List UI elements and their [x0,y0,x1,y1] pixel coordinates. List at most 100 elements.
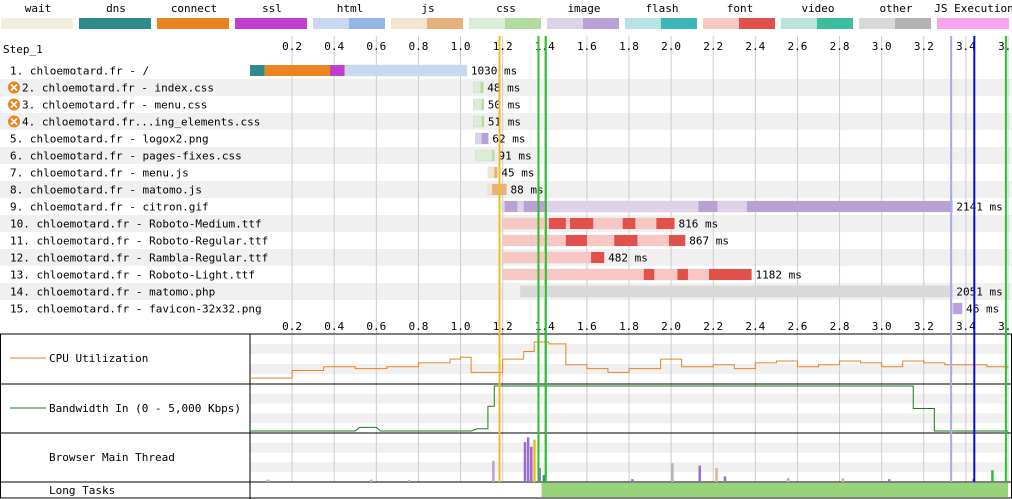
main-thread-spike [542,474,546,482]
main-thread-spike [715,467,718,482]
axis-tick-top: 3.2 [914,40,934,53]
request-time: 46 ms [966,303,999,316]
request-label: 13. chloemotard.fr - Roboto-Light.ttf [10,269,255,282]
request-time: 2051 ms [956,286,1002,299]
axis-tick-top: 2.8 [830,40,850,53]
request-label: 15. chloemotard.fr - favicon-32x32.png [10,303,262,316]
axis-tick-bottom: 2.8 [830,320,850,333]
legend-swatch-light [703,18,739,29]
bar-ssl [330,65,345,76]
legend-swatch-light [859,18,895,29]
bar-chunk [656,218,675,229]
axis-tick-top: 0.2 [282,40,302,53]
row-stripe [0,79,1012,96]
row-stripe [0,147,1012,164]
axis-tick-top: 2.6 [788,40,808,53]
legend-swatch-light [625,18,661,29]
legend-swatch-light [313,18,349,29]
request-time: 867 ms [689,235,729,248]
request-label: 7. chloemotard.fr - menu.js [10,167,189,180]
main-thread-spike [530,446,533,482]
legend-label: video [801,2,834,15]
legend-label: css [496,2,516,15]
legend-label: js [421,2,434,15]
bar-chunk [622,218,636,229]
legend-label: font [727,2,754,15]
bandwidth-label: Bandwidth In (0 - 5,000 Kbps) [49,402,241,415]
bar-chunk [504,201,518,212]
axis-tick-bottom: 2.6 [788,320,808,333]
axis-tick-bottom: 1.0 [451,320,471,333]
main-thread-spike [533,439,536,482]
legend-swatch-dark [739,18,775,29]
row-stripe [0,113,1012,130]
axis-tick-bottom: 1.8 [619,320,639,333]
main-thread-spike [370,479,373,482]
legend-swatch-dark [583,18,619,29]
axis-tick-bottom: 1.6 [577,320,597,333]
axis-tick-bottom: 0.2 [282,320,302,333]
request-time: 1030 ms [471,65,517,78]
bandwidth-line [250,385,1008,432]
axis-tick-bottom: 0.8 [409,320,429,333]
legend-label: connect [171,2,217,15]
bar-chunk [591,252,605,263]
request-label: 10. chloemotard.fr - Roboto-Medium.ttf [10,218,262,231]
main-thread-spike [786,478,790,482]
bar-chunk [548,218,566,229]
bar-chunk [677,269,688,280]
axis-tick-top: 1.0 [451,40,471,53]
main-thread-label: Browser Main Thread [49,451,175,464]
bar-chunk [570,218,594,229]
legend-swatch-dark [661,18,697,29]
legend-swatch [235,18,307,29]
bar-request [475,149,495,162]
axis-tick-top: 1.2 [493,40,513,53]
long-task-bar [541,483,1008,497]
axis-tick-bottom: 3.4 [956,320,976,333]
main-thread-spike [887,479,891,482]
axis-tick-top: 2.4 [745,40,765,53]
request-label: 9. chloemotard.fr - citron.gif [10,201,209,214]
bar-chunk [614,235,638,246]
legend-swatch-light [469,18,505,29]
axis-tick-top: 2.2 [703,40,723,53]
main-thread-spike [523,442,527,482]
request-label: 4. chloemotard.fr...ing_elements.css [22,116,260,129]
blocked-icon-cross [10,100,18,109]
request-label: 14. chloemotard.fr - matomo.php [10,286,215,299]
legend-label: image [567,2,600,15]
legend-swatch-dark [427,18,463,29]
legend-swatch [157,18,229,29]
axis-tick-bottom: 1.2 [493,320,513,333]
bar-chunk [481,133,489,144]
bar-chunk [481,99,484,110]
axis-tick-bottom: 2.4 [745,320,765,333]
axis-tick-bottom: 3.0 [872,320,892,333]
request-time: 2141 ms [956,201,1002,214]
main-thread-spike [991,470,994,482]
axis-tick-top: 2.0 [661,40,681,53]
bar-request [472,81,484,94]
axis-tick-bottom: 0.6 [366,320,386,333]
cpu-line [250,341,1009,379]
legend-label: dns [106,2,126,15]
main-thread-spike [723,476,727,482]
request-time: 50 ms [488,99,521,112]
request-label: 12. chloemotard.fr - Rambla-Regular.ttf [10,252,268,265]
legend-swatch-dark [895,18,931,29]
bar-chunk [698,201,718,212]
axis-tick-bottom: 2.2 [703,320,723,333]
axis-tick-top: 1.6 [577,40,597,53]
step-label: Step_1 [3,43,43,56]
legend-label: html [337,2,364,15]
axis-tick-bottom: 0.4 [324,320,344,333]
legend-swatch-light [391,18,427,29]
bar-request [344,64,468,77]
legend-label: other [879,2,912,15]
main-thread-spike [526,437,530,482]
request-time: 1182 ms [756,269,802,282]
cpu-label: CPU Utilization [49,352,148,365]
main-thread-spike [407,480,411,482]
